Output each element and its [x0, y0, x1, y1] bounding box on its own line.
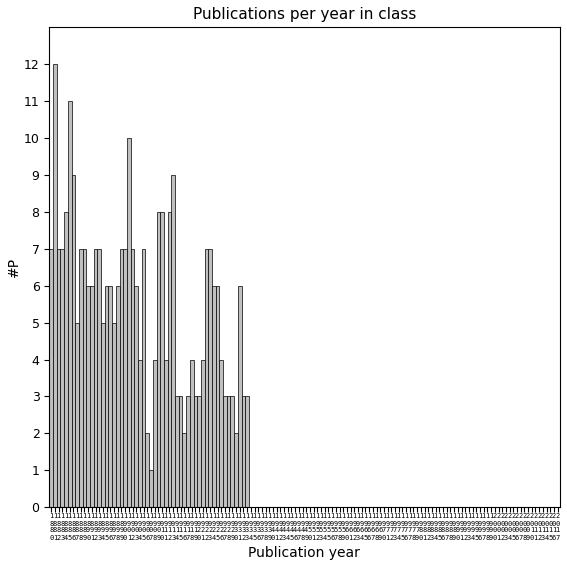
Bar [168, 212, 171, 507]
Bar [208, 249, 212, 507]
Bar [64, 212, 68, 507]
Title: Publications per year in class: Publications per year in class [193, 7, 416, 22]
Bar [201, 359, 205, 507]
Bar [212, 286, 215, 507]
Bar [71, 175, 75, 507]
Bar [197, 396, 201, 507]
Bar [183, 433, 186, 507]
Bar [149, 471, 153, 507]
Bar [164, 359, 168, 507]
Bar [98, 249, 101, 507]
Bar [61, 249, 64, 507]
Bar [190, 359, 193, 507]
Bar [68, 101, 71, 507]
Bar [79, 249, 83, 507]
Bar [227, 396, 230, 507]
Bar [101, 323, 105, 507]
Bar [179, 396, 183, 507]
Bar [146, 433, 149, 507]
Bar [205, 249, 208, 507]
Bar [127, 138, 130, 507]
Bar [86, 286, 90, 507]
Bar [234, 433, 238, 507]
Bar [120, 249, 123, 507]
Bar [130, 249, 134, 507]
Bar [108, 286, 112, 507]
Bar [160, 212, 164, 507]
Bar [238, 286, 242, 507]
Bar [223, 396, 227, 507]
Bar [134, 286, 138, 507]
Bar [242, 396, 246, 507]
Bar [193, 396, 197, 507]
Bar [94, 249, 98, 507]
Bar [219, 359, 223, 507]
Bar [230, 396, 234, 507]
Bar [215, 286, 219, 507]
Bar [112, 323, 116, 507]
Bar [83, 249, 86, 507]
Bar [90, 286, 94, 507]
Bar [53, 64, 57, 507]
Bar [49, 249, 53, 507]
Bar [75, 323, 79, 507]
X-axis label: Publication year: Publication year [248, 546, 361, 560]
Bar [116, 286, 120, 507]
Bar [171, 175, 175, 507]
Bar [123, 249, 127, 507]
Bar [186, 396, 190, 507]
Bar [138, 359, 142, 507]
Bar [153, 359, 156, 507]
Bar [142, 249, 146, 507]
Bar [105, 286, 108, 507]
Bar [246, 396, 249, 507]
Bar [156, 212, 160, 507]
Bar [175, 396, 179, 507]
Bar [57, 249, 61, 507]
Y-axis label: #P: #P [7, 257, 21, 277]
